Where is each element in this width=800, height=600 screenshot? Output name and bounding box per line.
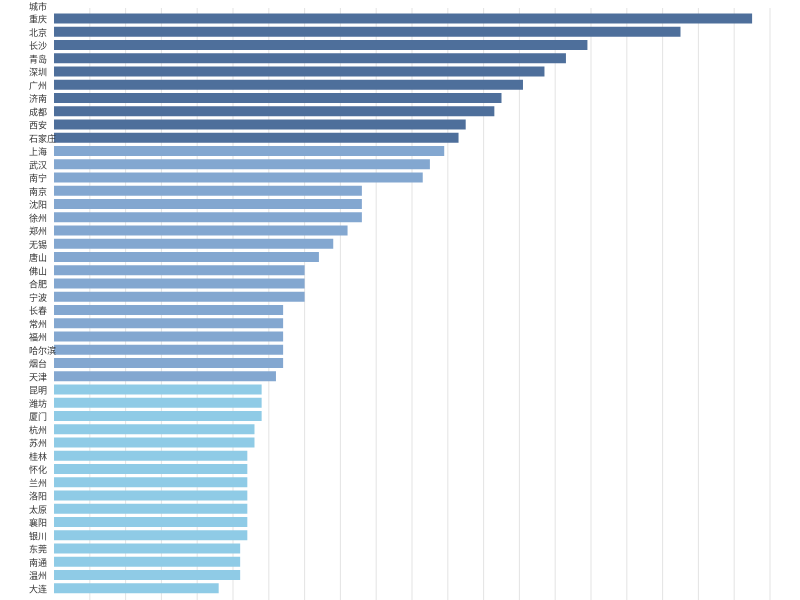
category-label: 成都 xyxy=(29,106,47,118)
category-column-header: 城市 xyxy=(29,3,48,13)
bar xyxy=(54,358,284,368)
category-label: 济南 xyxy=(29,93,47,105)
bar xyxy=(54,291,305,302)
category-label: 福州 xyxy=(29,332,47,344)
category-label: 合肥 xyxy=(29,279,47,291)
category-labels: 重庆北京长沙青岛深圳广州济南成都西安石家庄上海武汉南宁南京沈阳徐州郑州无锡唐山佛… xyxy=(29,14,56,596)
category-label: 太原 xyxy=(29,504,47,516)
bar xyxy=(54,583,219,594)
category-label: 温州 xyxy=(29,571,47,582)
bar xyxy=(54,464,248,474)
bar xyxy=(54,331,284,342)
bar xyxy=(54,530,248,541)
category-label: 南宁 xyxy=(29,173,47,185)
bar xyxy=(54,384,262,395)
bar xyxy=(54,26,681,37)
category-label: 徐州 xyxy=(29,212,47,224)
category-label: 石家庄 xyxy=(29,133,56,145)
category-label: 重庆 xyxy=(29,14,47,26)
bar xyxy=(54,437,255,448)
bar xyxy=(54,278,305,289)
category-label: 南通 xyxy=(29,557,47,569)
category-label: 银川 xyxy=(29,530,47,542)
category-label: 广州 xyxy=(29,80,47,92)
bar xyxy=(54,570,241,580)
category-label: 苏州 xyxy=(29,438,47,450)
category-label: 南京 xyxy=(29,186,47,198)
category-label: 上海 xyxy=(29,146,47,158)
category-label: 桂林 xyxy=(29,451,47,463)
category-label: 唐山 xyxy=(29,252,47,264)
bar xyxy=(54,503,248,514)
category-label: 怀化 xyxy=(29,464,47,476)
category-label: 无锡 xyxy=(29,240,47,251)
bar xyxy=(54,238,334,249)
bar xyxy=(54,543,241,554)
bar xyxy=(54,477,248,488)
category-label: 沈阳 xyxy=(29,199,47,211)
bar xyxy=(54,517,248,527)
bar xyxy=(54,556,241,567)
bar xyxy=(54,119,466,130)
bar xyxy=(54,424,255,435)
category-label: 烟台 xyxy=(29,358,47,370)
category-label: 大连 xyxy=(29,583,47,595)
category-label: 武汉 xyxy=(29,159,47,171)
category-label: 昆明 xyxy=(29,386,47,397)
bar xyxy=(54,79,523,90)
category-label: 兰州 xyxy=(29,477,47,489)
bar xyxy=(54,318,284,329)
category-label: 佛山 xyxy=(29,265,47,277)
bar xyxy=(54,490,248,501)
bar xyxy=(54,371,276,382)
bar xyxy=(54,450,248,461)
bar xyxy=(54,411,262,421)
bar xyxy=(54,397,262,408)
bar xyxy=(54,106,495,117)
bar xyxy=(54,185,362,196)
category-label: 天津 xyxy=(29,372,47,383)
bars xyxy=(54,13,753,594)
bar xyxy=(54,146,445,156)
category-label: 深圳 xyxy=(29,68,47,79)
bar xyxy=(54,265,305,276)
bar xyxy=(54,305,284,315)
category-label: 常州 xyxy=(29,318,47,330)
category-label: 东莞 xyxy=(29,544,47,556)
category-label: 厦门 xyxy=(29,411,47,423)
category-label: 长春 xyxy=(29,305,47,317)
category-label: 北京 xyxy=(29,27,47,39)
bar xyxy=(54,40,588,50)
bar xyxy=(54,159,430,170)
bar xyxy=(54,172,423,183)
bar xyxy=(54,212,362,223)
bar xyxy=(54,66,545,77)
category-label: 杭州 xyxy=(29,424,47,436)
category-label: 长沙 xyxy=(29,40,47,52)
category-label: 宁波 xyxy=(29,292,47,304)
bar xyxy=(54,225,348,236)
category-label: 哈尔滨 xyxy=(29,345,56,357)
category-label: 洛阳 xyxy=(29,491,47,503)
category-label: 襄阳 xyxy=(29,517,47,529)
category-label: 郑州 xyxy=(29,226,47,238)
grid-lines xyxy=(89,8,771,600)
category-label: 青岛 xyxy=(29,53,47,65)
bar xyxy=(54,13,753,24)
bar xyxy=(54,93,502,103)
bar xyxy=(54,199,362,209)
bar xyxy=(54,53,566,64)
category-label: 西安 xyxy=(29,120,47,132)
bar xyxy=(54,252,319,262)
bar xyxy=(54,132,459,143)
bar xyxy=(54,344,284,355)
category-label: 潍坊 xyxy=(29,398,47,410)
